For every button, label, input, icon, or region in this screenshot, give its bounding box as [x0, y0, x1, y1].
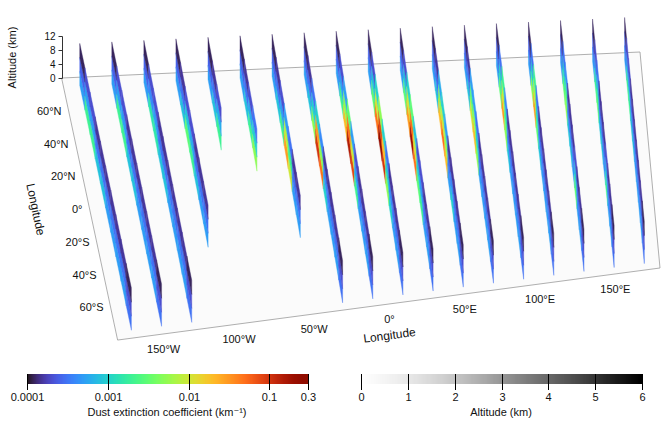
svg-text:2: 2 — [452, 391, 458, 403]
html-text:Altitude (km): Altitude (km) — [470, 406, 532, 418]
svg-text:20°S: 20°S — [66, 236, 90, 248]
html-text:Dust extinction coefficient (k: Dust extinction coefficient (km⁻¹) — [87, 406, 247, 418]
svg-text:40°S: 40°S — [73, 269, 97, 281]
svg-text:12: 12 — [44, 31, 56, 42]
svg-text:0: 0 — [50, 73, 56, 84]
svg-text:1: 1 — [405, 391, 411, 403]
svg-text:Longitude: Longitude — [362, 325, 416, 346]
svg-text:Altitude (km): Altitude (km) — [6, 27, 18, 89]
svg-text:0°: 0° — [72, 203, 83, 215]
svg-text:0.3: 0.3 — [300, 391, 315, 403]
svg-text:20°N: 20°N — [51, 170, 76, 182]
svg-text:0.01: 0.01 — [178, 391, 199, 403]
svg-text:5: 5 — [592, 391, 598, 403]
svg-text:100°W: 100°W — [222, 333, 256, 345]
svg-text:6: 6 — [639, 391, 645, 403]
svg-text:0.001: 0.001 — [94, 391, 122, 403]
svg-text:50°W: 50°W — [301, 323, 329, 335]
svg-text:0: 0 — [358, 391, 364, 403]
svg-text:40°N: 40°N — [44, 138, 69, 150]
svg-text:150°E: 150°E — [600, 283, 630, 295]
svg-text:0°: 0° — [384, 313, 395, 325]
svg-text:8: 8 — [50, 45, 56, 56]
svg-text:0.0001: 0.0001 — [10, 391, 44, 403]
svg-text:60°N: 60°N — [37, 105, 62, 117]
svg-text:3: 3 — [499, 391, 505, 403]
svg-text:150°W: 150°W — [147, 343, 181, 355]
svg-text:4: 4 — [545, 391, 551, 403]
svg-text:100°E: 100°E — [525, 293, 555, 305]
svg-text:Longitude: Longitude — [23, 182, 48, 237]
svg-text:50°E: 50°E — [453, 303, 477, 315]
svg-text:0.1: 0.1 — [261, 391, 276, 403]
svg-text:60°S: 60°S — [80, 301, 104, 313]
svg-text:4: 4 — [50, 59, 56, 70]
